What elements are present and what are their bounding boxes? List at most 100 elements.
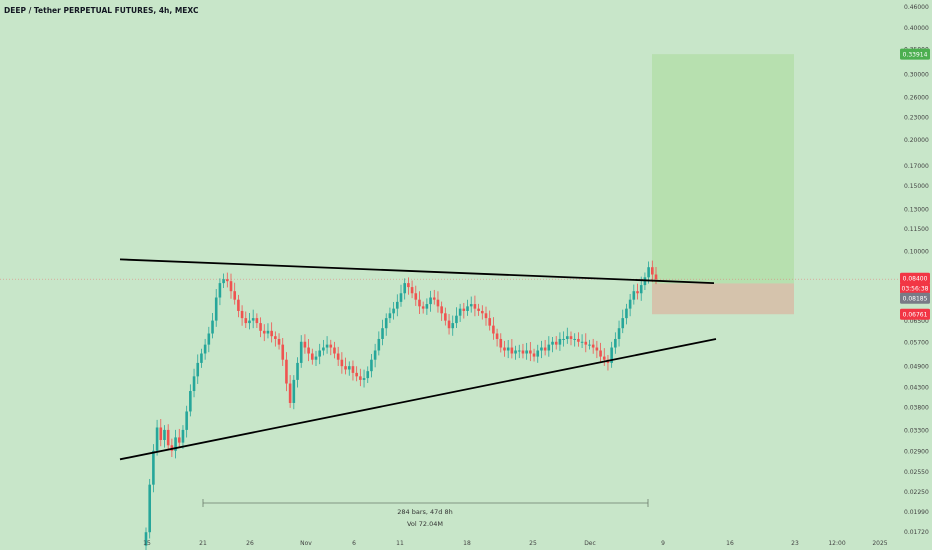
candle-body <box>340 359 344 367</box>
entry-price-badge: 0.08185 <box>903 295 928 302</box>
candle-body <box>333 347 336 354</box>
candle-body <box>617 328 621 339</box>
candle-body <box>403 283 406 294</box>
candle-body <box>636 291 639 294</box>
candle-body <box>362 378 366 380</box>
candle-body <box>226 279 229 282</box>
candle-body <box>451 323 455 329</box>
x-tick-label: 21 <box>199 540 207 547</box>
y-tick-label: 0.04300 <box>904 385 929 392</box>
x-tick-label: 12:00 <box>828 540 845 547</box>
stop-price-badge: 0.06761 <box>903 311 928 318</box>
candle-body <box>473 304 477 309</box>
lower-trendline[interactable] <box>119 338 717 461</box>
target-zone <box>652 54 794 284</box>
x-tick-label: 11 <box>396 540 404 547</box>
candle-body <box>255 318 259 324</box>
x-tick-label: 18 <box>463 540 471 547</box>
candle-body <box>285 359 288 384</box>
candle-body <box>229 281 233 292</box>
candle-body <box>214 297 218 321</box>
candle-body <box>240 310 244 319</box>
candle-body <box>277 338 281 345</box>
candle-body <box>274 336 277 339</box>
candle-body <box>628 299 632 309</box>
candle-body <box>447 320 451 329</box>
candle-body <box>288 383 292 403</box>
y-tick-label: 0.06500 <box>904 318 929 325</box>
candle-body <box>244 318 248 324</box>
candle-body <box>514 350 517 354</box>
y-tick-label: 0.01720 <box>904 529 929 536</box>
candle-body <box>466 306 469 311</box>
candle-body <box>488 318 491 326</box>
y-tick-label: 0.26000 <box>904 95 929 102</box>
candle-body <box>551 341 554 345</box>
y-tick-label: 0.30000 <box>904 71 929 78</box>
candle-body <box>181 429 185 443</box>
y-tick-label: 0.03300 <box>904 427 929 434</box>
candle-body <box>503 347 506 351</box>
candle-body <box>251 318 255 321</box>
candle-body <box>155 427 159 451</box>
candle-body <box>444 313 447 321</box>
target-price-badge-bg <box>900 48 930 60</box>
candle-body <box>625 308 628 319</box>
x-tick-label: Nov <box>300 540 312 547</box>
candle-body <box>373 350 377 360</box>
candle-body <box>554 341 558 345</box>
candle-body <box>377 338 381 351</box>
upper-trendline[interactable] <box>119 258 715 285</box>
candle-body <box>370 359 373 372</box>
candle-body <box>166 429 170 446</box>
candle-body <box>651 267 654 275</box>
candle-body <box>407 283 410 288</box>
y-tick-label: 0.10000 <box>904 249 929 256</box>
candle-body <box>344 366 347 370</box>
target-price-badge: 0.33914 <box>903 51 928 58</box>
candle-body <box>455 315 458 324</box>
measure-bars-label: 284 bars, 47d 8h <box>397 508 453 516</box>
measure-volume-label: Vol 72.04M <box>407 520 443 528</box>
chart-title: DEEP / Tether PERPETUAL FUTURES, 4h, MEX… <box>4 6 199 15</box>
y-tick-label: 0.15000 <box>904 183 929 190</box>
candle-body <box>192 376 196 392</box>
y-tick-label: 0.11500 <box>904 226 929 233</box>
candle-body <box>577 338 580 342</box>
candle-body <box>336 353 340 360</box>
candle-body <box>547 344 551 351</box>
candle-body <box>303 341 307 348</box>
candle-body <box>381 328 384 339</box>
candle-body <box>259 323 262 331</box>
last-price-badge-bg <box>900 272 930 284</box>
candle-body <box>492 325 495 334</box>
candle-body <box>458 308 462 316</box>
candle-body <box>325 344 329 348</box>
candle-body <box>540 347 543 351</box>
y-tick-label: 0.04900 <box>904 364 929 371</box>
candle-body <box>185 411 188 430</box>
x-tick-label: 26 <box>246 540 254 547</box>
candle-body <box>647 267 650 278</box>
candle-body <box>477 308 480 311</box>
y-tick-label: 0.40000 <box>904 25 929 32</box>
candle-body <box>203 344 207 354</box>
x-tick-label: 25 <box>529 540 537 547</box>
candle-body <box>248 320 251 324</box>
candle-body <box>462 308 466 311</box>
candle-body <box>584 341 588 345</box>
x-tick-label: 6 <box>352 540 356 547</box>
y-tick-label: 0.03800 <box>904 405 929 412</box>
y-tick-label: 0.05700 <box>904 339 929 346</box>
y-tick-label: 0.02550 <box>904 469 929 476</box>
candle-body <box>322 347 325 351</box>
candle-body <box>639 285 643 294</box>
candle-body <box>418 299 421 307</box>
candle-body <box>469 304 473 307</box>
candle-body <box>270 330 273 337</box>
candle-body <box>525 350 528 354</box>
candle-body <box>432 297 436 300</box>
candle-body <box>281 344 285 360</box>
candle-body <box>566 336 569 339</box>
